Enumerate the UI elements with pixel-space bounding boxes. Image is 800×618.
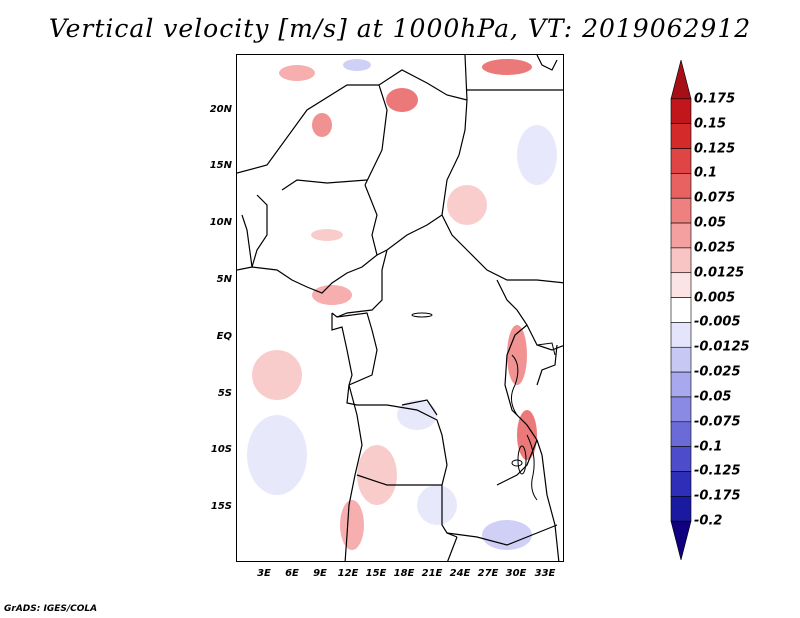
chart-title: Vertical velocity [m/s] at 1000hPa, VT: … bbox=[48, 14, 752, 43]
lat-label: 15N bbox=[209, 160, 232, 171]
colorbar-label: -0.05 bbox=[694, 389, 732, 405]
lat-label: 5N bbox=[216, 274, 232, 285]
lat-label: 10S bbox=[210, 444, 232, 455]
lon-label: 3E bbox=[257, 568, 271, 579]
colorbar-segment bbox=[670, 123, 692, 149]
lon-label: 33E bbox=[534, 568, 556, 579]
colorbar-segment bbox=[670, 197, 692, 224]
lon-label: 24E bbox=[449, 568, 471, 579]
colorbar-label: 0.005 bbox=[694, 290, 736, 306]
colorbar-segment bbox=[670, 60, 692, 100]
vertical-velocity-map bbox=[237, 55, 563, 561]
colorbar-label: -0.0125 bbox=[694, 339, 750, 355]
colorbar-label: 0.075 bbox=[694, 190, 736, 206]
colorbar-segment bbox=[670, 173, 692, 199]
colorbar-segment bbox=[670, 421, 692, 447]
colorbar-label: 0.05 bbox=[694, 215, 727, 231]
colorbar-label: -0.025 bbox=[694, 364, 741, 380]
colorbar-label: 0.15 bbox=[694, 116, 727, 132]
map-panel bbox=[236, 54, 564, 562]
colorbar-segment bbox=[670, 471, 692, 497]
country-borders bbox=[237, 55, 563, 561]
colorbar bbox=[670, 60, 692, 560]
lon-label: 15E bbox=[365, 568, 387, 579]
colorbar-segment bbox=[670, 98, 692, 124]
colorbar-segment bbox=[670, 247, 692, 274]
lat-label: 20N bbox=[209, 104, 232, 115]
colorbar-label: -0.005 bbox=[694, 314, 741, 330]
lon-label: 30E bbox=[505, 568, 527, 579]
colorbar-label: 0.1 bbox=[694, 165, 718, 181]
colorbar-segment bbox=[670, 371, 692, 398]
lakes bbox=[411, 312, 556, 501]
field-patches bbox=[247, 59, 557, 550]
colorbar-segment bbox=[670, 272, 692, 298]
colorbar-segment bbox=[670, 346, 692, 373]
lat-label: 10N bbox=[209, 217, 232, 228]
colorbar-label: -0.1 bbox=[694, 439, 723, 455]
colorbar-segment bbox=[670, 396, 692, 423]
colorbar-segment bbox=[670, 297, 692, 323]
colorbar-segment bbox=[670, 148, 692, 174]
colorbar-label: 0.175 bbox=[694, 91, 736, 107]
lon-label: 27E bbox=[477, 568, 499, 579]
lat-label: EQ bbox=[216, 331, 232, 342]
colorbar-label: 0.125 bbox=[694, 141, 736, 157]
lon-label: 18E bbox=[393, 568, 415, 579]
colorbar-label: -0.2 bbox=[694, 513, 723, 529]
colorbar-label: -0.125 bbox=[694, 463, 741, 479]
lat-label: 5S bbox=[217, 388, 232, 399]
lon-label: 6E bbox=[285, 568, 299, 579]
colorbar-label: 0.025 bbox=[694, 240, 736, 256]
colorbar-label: -0.175 bbox=[694, 488, 741, 504]
lon-label: 9E bbox=[313, 568, 327, 579]
colorbar-segment bbox=[670, 496, 692, 522]
colorbar-segment bbox=[670, 520, 692, 560]
colorbar-segment bbox=[670, 446, 692, 472]
footer-credit: GrADS: IGES/COLA bbox=[4, 604, 98, 614]
lon-label: 21E bbox=[421, 568, 443, 579]
colorbar-segment bbox=[670, 222, 692, 249]
colorbar-label: -0.075 bbox=[694, 414, 741, 430]
colorbar-label: 0.0125 bbox=[694, 265, 745, 281]
lon-label: 12E bbox=[337, 568, 359, 579]
colorbar-segment bbox=[670, 322, 692, 348]
lat-label: 15S bbox=[210, 501, 232, 512]
